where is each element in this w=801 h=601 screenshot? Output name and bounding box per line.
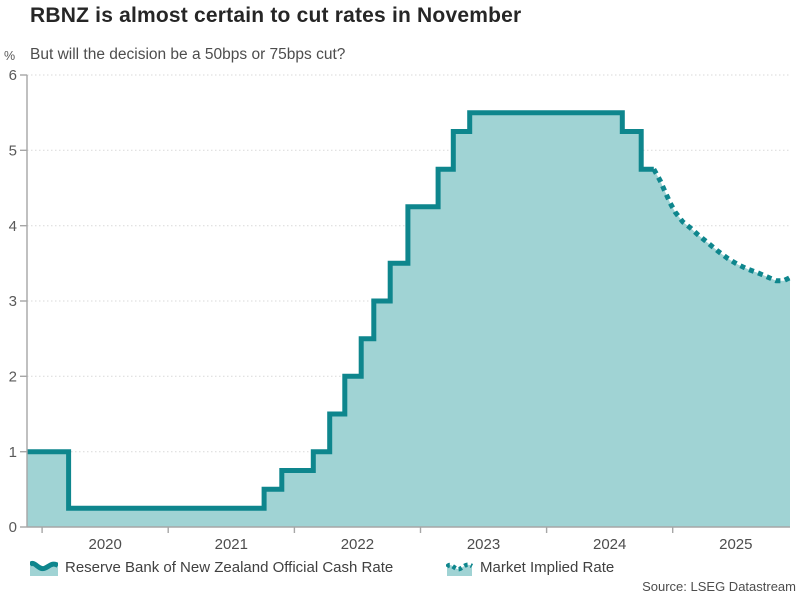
y-tick-label: 6: [9, 67, 17, 84]
chart-subtitle: But will the decision be a 50bps or 75bp…: [30, 46, 346, 63]
x-tick-label: 2022: [341, 536, 374, 553]
x-tick-label: 2020: [89, 536, 122, 553]
legend-label-ocr: Reserve Bank of New Zealand Official Cas…: [65, 558, 394, 576]
market-implied-rate-line: [651, 167, 792, 284]
official-cash-rate-line: [27, 110, 654, 511]
y-tick-label: 1: [9, 444, 17, 461]
y-tick-label: 5: [9, 143, 17, 160]
chart-title: RBNZ is almost certain to cut rates in N…: [30, 4, 522, 27]
legend-item-ocr: Reserve Bank of New Zealand Official Cas…: [30, 556, 393, 578]
legend-label-market: Market Implied Rate: [480, 558, 615, 576]
y-tick-label: 4: [9, 218, 17, 235]
y-axis-unit-label: %: [4, 49, 16, 63]
x-tick-label: 2023: [467, 536, 500, 553]
dotted-line-legend-icon: [446, 562, 473, 576]
y-tick-label: 3: [9, 293, 17, 310]
x-tick-label: 2025: [719, 536, 752, 553]
source-credit: Source: LSEG Datastream: [642, 579, 796, 594]
rate-area-fill: [27, 112, 790, 527]
legend-item-market: Market Implied Rate: [446, 556, 614, 578]
x-tick-label: 2021: [215, 536, 248, 553]
y-tick-label: 2: [9, 369, 17, 386]
x-tick-label: 2024: [593, 536, 626, 553]
y-tick-label: 0: [9, 519, 17, 536]
solid-area-legend-icon: [30, 560, 58, 576]
